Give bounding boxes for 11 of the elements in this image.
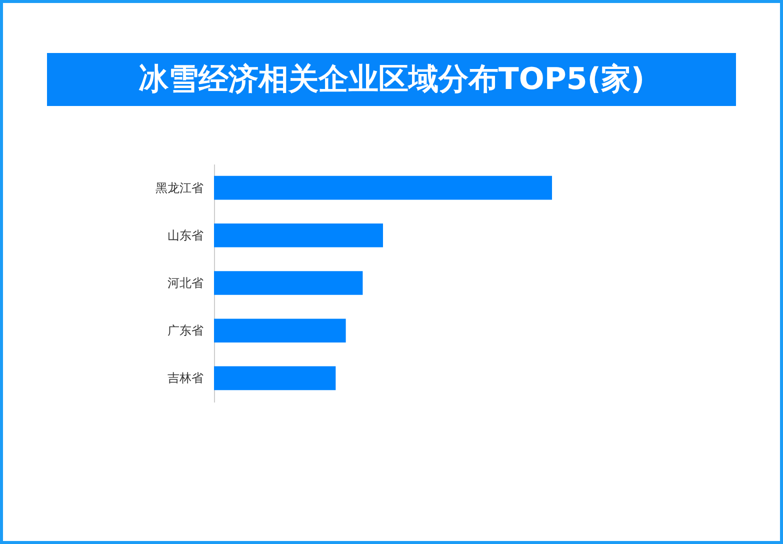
- y-tick-label: 广东省: [168, 324, 204, 338]
- y-tick-label: 山东省: [168, 228, 204, 242]
- bar: [214, 318, 346, 342]
- y-tick-label: 黑龙江省: [156, 180, 204, 195]
- bar: [214, 271, 363, 295]
- bar: [214, 224, 383, 248]
- chart-title: 冰雪经济相关企业区域分布TOP5(家): [47, 53, 736, 106]
- y-tick-label: 河北省: [168, 276, 204, 290]
- bar: [214, 366, 336, 390]
- bar: [214, 176, 552, 200]
- y-tick-label: 吉林省: [168, 371, 204, 386]
